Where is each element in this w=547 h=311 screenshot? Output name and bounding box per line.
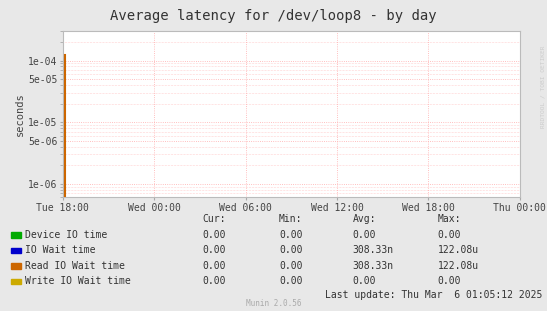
Text: 0.00: 0.00 xyxy=(353,230,376,240)
Text: Max:: Max: xyxy=(438,214,461,224)
Text: 122.08u: 122.08u xyxy=(438,245,479,255)
Text: 0.00: 0.00 xyxy=(202,261,226,271)
Text: 0.00: 0.00 xyxy=(202,276,226,286)
Text: 0.00: 0.00 xyxy=(279,261,302,271)
Y-axis label: seconds: seconds xyxy=(15,92,25,136)
Text: Last update: Thu Mar  6 01:05:12 2025: Last update: Thu Mar 6 01:05:12 2025 xyxy=(325,290,543,300)
Text: 0.00: 0.00 xyxy=(279,276,302,286)
Text: Read IO Wait time: Read IO Wait time xyxy=(25,261,125,271)
Text: 0.00: 0.00 xyxy=(353,276,376,286)
Text: Munin 2.0.56: Munin 2.0.56 xyxy=(246,299,301,308)
Text: 308.33n: 308.33n xyxy=(353,261,394,271)
Text: Min:: Min: xyxy=(279,214,302,224)
Text: Average latency for /dev/loop8 - by day: Average latency for /dev/loop8 - by day xyxy=(110,9,437,23)
Text: Device IO time: Device IO time xyxy=(25,230,107,240)
Text: 0.00: 0.00 xyxy=(279,245,302,255)
Text: Write IO Wait time: Write IO Wait time xyxy=(25,276,130,286)
Text: 0.00: 0.00 xyxy=(438,276,461,286)
Text: 0.00: 0.00 xyxy=(279,230,302,240)
Text: Cur:: Cur: xyxy=(202,214,226,224)
Text: RRDTOOL / TOBI OETIKER: RRDTOOL / TOBI OETIKER xyxy=(541,46,546,128)
Text: IO Wait time: IO Wait time xyxy=(25,245,95,255)
Text: 0.00: 0.00 xyxy=(202,245,226,255)
Text: 122.08u: 122.08u xyxy=(438,261,479,271)
Text: 308.33n: 308.33n xyxy=(353,245,394,255)
Text: 0.00: 0.00 xyxy=(202,230,226,240)
Text: 0.00: 0.00 xyxy=(438,230,461,240)
Text: Avg:: Avg: xyxy=(353,214,376,224)
